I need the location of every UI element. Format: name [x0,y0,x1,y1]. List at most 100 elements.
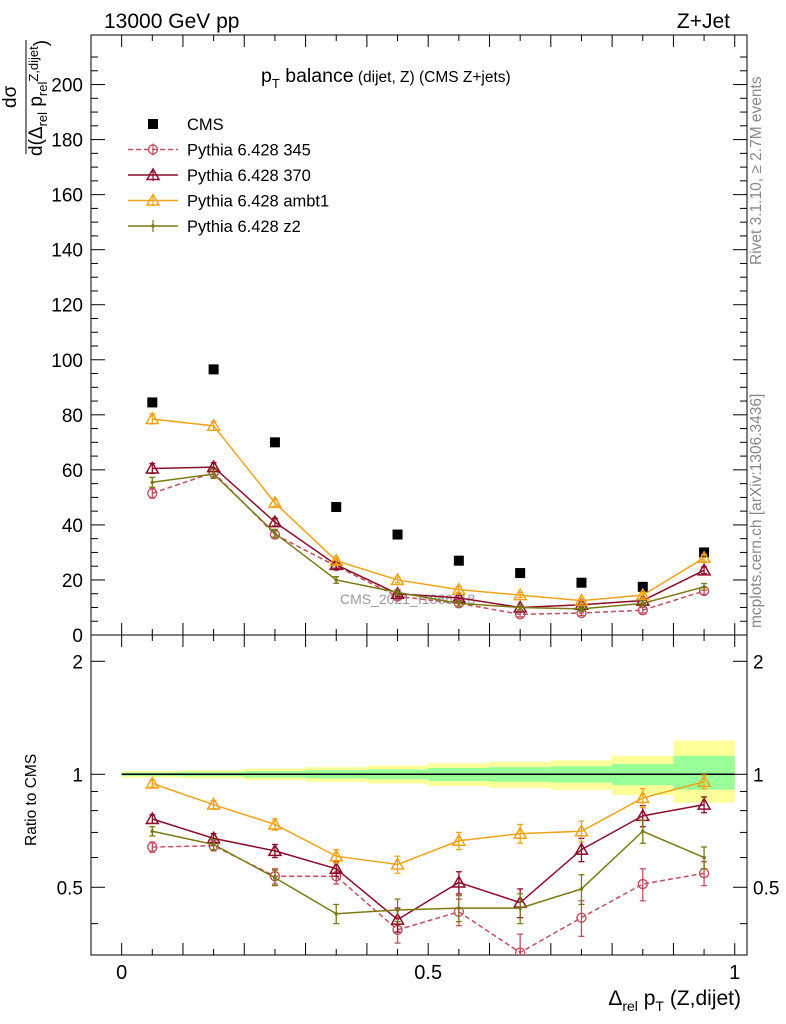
x-axis-label: Δrel pT (Z,dijet) [608,987,741,1014]
ratio-series-1-point [390,912,405,925]
main-plot-area: 0 20 40 60 80 100 120 140 160 180 200 [51,34,748,647]
legend-marker-0 [148,119,158,129]
legend-marker-1 [147,144,159,155]
series-4-point [334,578,339,582]
legend-label-3: Pythia 6.428 ambt1 [187,193,329,211]
series-0-point [331,502,342,513]
series-3-point [390,572,405,586]
ratio-series-1-point [328,861,344,875]
ratio-series-3-point [334,911,339,916]
series-4-point [518,605,522,610]
y-tick-label: 60 [62,461,83,482]
ratio-series-0-line [152,845,705,954]
legend-label-2: Pythia 6.428 370 [187,167,311,185]
series-3-point [145,411,160,425]
series-3-point [696,550,712,564]
series-0-point [208,364,219,375]
ratio-series-1-line [152,803,705,921]
rivet-label: Rivet 3.1.10, ≥ 2.7M events [748,76,765,265]
ratio-series-2-line [152,781,705,866]
series-0-point [515,568,526,579]
series-4-point [640,601,645,606]
series-3-point [206,418,221,432]
x-tick-label: 0.5 [414,962,442,984]
series-2-point [145,460,160,474]
ratio-series-1-point [574,842,589,855]
series-3-point [328,553,344,566]
legend-marker-4 [151,224,155,228]
legend: CMS Pythia 6.428 345 Pythia 6.428 370 Pythi… [128,116,329,236]
series-0-point [392,529,403,540]
series-0-point [637,581,648,592]
y-tick-label: 40 [62,516,83,537]
ratio-series-3-point [150,829,155,834]
series-0-point [453,555,464,566]
series-4-point [273,531,277,535]
ratio-series-3-point [395,908,400,912]
main-title: pT balance (dijet, Z) (CMS Z+jets) [261,65,511,91]
ratio-series-2-point [512,826,528,839]
series-2-point [267,514,283,528]
series-3-line [152,418,705,602]
y-tick-label: 200 [51,76,83,97]
ratio-series-1-point [451,874,467,888]
ratio-frame [90,634,748,956]
legend-marker-3 [145,192,161,206]
ratio-series-2-point [328,848,344,862]
x-tick-label: 1 [729,962,740,984]
series-3-point [574,593,589,606]
ratio-series-0-point [514,947,526,955]
y-tick-label: 140 [51,241,83,262]
ratio-series-0-point [576,912,587,923]
ratio-series-2-point [206,797,221,810]
y-tick-label: 100 [51,351,83,372]
series-0-point [269,437,280,448]
ratio-series-3-point [211,842,216,847]
ratio-series-2-point [267,816,283,830]
ratio-series-2-point [390,856,405,870]
y-tick-label: 180 [51,131,83,152]
main-series-group [145,364,712,620]
y-tick-label: 160 [51,186,83,207]
series-4-line [152,473,705,610]
legend-marker-2 [145,167,161,181]
y-tick-label: 120 [51,296,83,317]
ratio-series-0-point [637,878,648,890]
y-tick-label: 80 [62,406,83,427]
series-0-point [147,397,158,408]
y-tick-label: 0 [72,626,83,647]
legend-label-1: Pythia 6.428 345 [187,142,311,160]
ratio-series-1-point [145,811,160,825]
ratio-series-2-point [574,823,589,837]
series-4-point [211,472,216,476]
ratio-series-3-point [640,829,645,834]
ratio-series-group [145,774,712,955]
ratio-series-2-point [635,790,651,804]
series-2-line [152,466,705,609]
ratio-y-tick-label: 0.5 [753,878,779,899]
ratio-series-1-point [696,797,712,810]
ratio-y-tick-label: 1 [72,765,83,786]
series-3-point [451,582,467,595]
series-4-point [702,585,706,589]
ratio-series-3-point [579,887,584,891]
ratio-y-axis-label: Ratio to CMS [23,754,40,846]
series-3-point [635,587,651,601]
ratio-series-2-point [145,775,160,789]
watermark: CMS_2021_I1866118 [340,591,475,607]
ratio-series-1-point [267,843,283,857]
series-4-point [395,590,400,595]
series-4-point [457,601,461,606]
series-2-point [696,562,712,576]
legend-label-4: Pythia 6.428 z2 [187,218,301,236]
series-4-point [150,480,155,485]
series-4-point [579,607,584,611]
series-3-point [267,495,283,509]
ratio-y-tick-label: 2 [72,652,83,673]
x-tick-label: 0 [116,962,127,984]
ratio-series-2-point [451,833,467,847]
ratio-plot-area: 0 0.5 1 0.5 0.5 1 1 2 2 [57,634,779,984]
series-1-point [147,488,158,499]
series-3-point [512,587,528,601]
